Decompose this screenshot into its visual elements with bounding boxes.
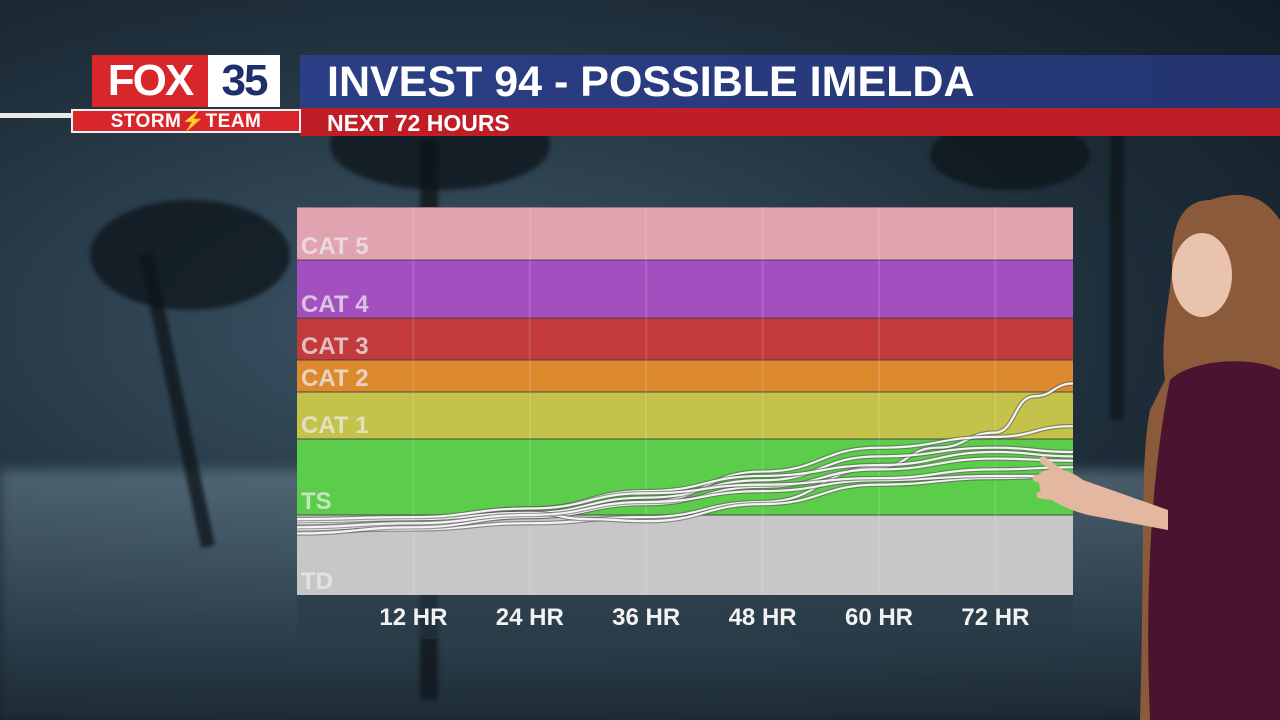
band-cat-5: [297, 207, 1073, 260]
band-label-cat-1: CAT 1: [301, 412, 369, 439]
model-track-8: [297, 466, 1073, 521]
subtitle-bar: [300, 108, 1280, 136]
meteorologist: [1140, 194, 1280, 720]
x-tick-label: 24 HR: [496, 604, 564, 631]
x-tick-label: 60 HR: [845, 604, 913, 631]
logo-channel-number: 35: [208, 55, 280, 107]
presenter-hand: [1032, 456, 1168, 530]
page-title: INVEST 94 - POSSIBLE IMELDA: [327, 58, 975, 106]
storm-team-badge: STORM⚡TEAM: [71, 109, 301, 133]
band-cat-2: [297, 360, 1073, 392]
band-cat-4: [297, 260, 1073, 318]
band-cat-1: [297, 392, 1073, 439]
header-rule: [0, 113, 72, 118]
band-cat-3: [297, 318, 1073, 360]
band-label-cat-5: CAT 5: [301, 233, 369, 260]
band-label-cat-4: CAT 4: [301, 291, 369, 318]
band-label-cat-3: CAT 3: [301, 333, 369, 360]
x-tick-label: 72 HR: [961, 604, 1029, 631]
band-label-td: TD: [301, 568, 333, 595]
model-track-7: [297, 474, 1073, 529]
title-bar: [300, 55, 1280, 108]
x-tick-label: 36 HR: [612, 604, 680, 631]
x-tick-label: 12 HR: [379, 604, 447, 631]
page-subtitle: NEXT 72 HOURS: [327, 110, 510, 136]
model-track-6: [297, 474, 1073, 523]
palm-trunk: [1110, 120, 1124, 420]
model-track-1: [297, 382, 1073, 533]
intensity-chart: TD TS CAT 1 CAT 2 CAT 3 CAT 4 CAT 5 12 HR 24 HR 3…: [297, 207, 1073, 639]
palm-fronds: [90, 200, 290, 310]
x-axis-strip: [297, 595, 1073, 639]
x-tick-label: 48 HR: [729, 604, 797, 631]
intensity-chart-svg: TD TS CAT 1 CAT 2 CAT 3 CAT 4 CAT 5 12 HR 24 HR 3…: [297, 207, 1073, 639]
band-label-cat-2: CAT 2: [301, 365, 369, 392]
fox35-logo: FOX 35: [92, 55, 280, 107]
band-label-ts: TS: [301, 488, 332, 515]
logo-fox-text: FOX: [92, 55, 208, 107]
